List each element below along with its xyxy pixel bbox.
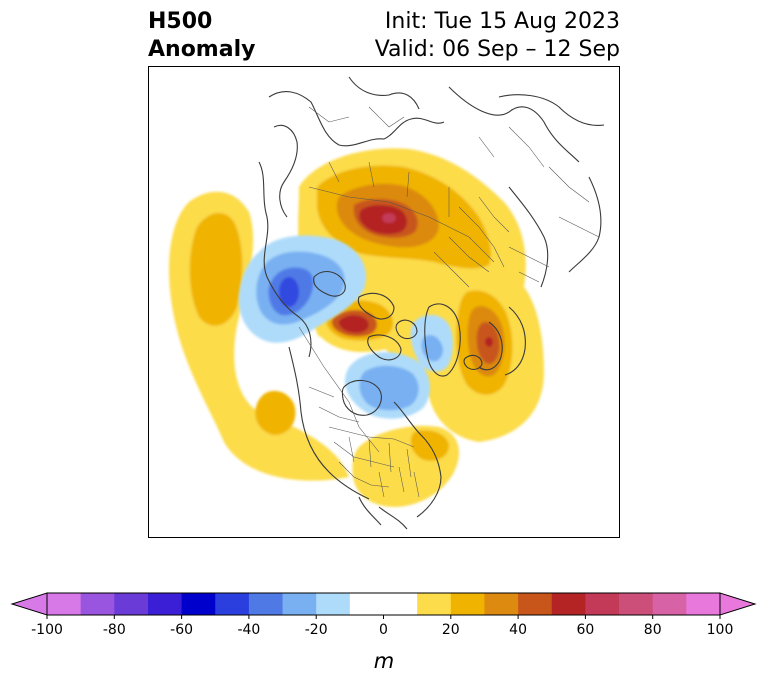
colorbar-segment xyxy=(551,593,586,615)
colorbar-ticks: -100 -80 -60 -40 -20 0 20 40 60 80 100 xyxy=(31,615,733,638)
colorbar-tick-label: 20 xyxy=(442,622,460,638)
coastlines xyxy=(258,76,605,530)
valid-range: Valid: 06 Sep – 12 Sep xyxy=(374,37,620,62)
colorbar-segment xyxy=(349,593,418,615)
map-panel xyxy=(148,66,620,538)
colorbar-segment xyxy=(215,593,250,615)
colorbar-segment xyxy=(47,593,82,615)
colorbar-tick-label: -60 xyxy=(170,622,193,638)
colorbar-segment xyxy=(484,593,519,615)
colorbar-tick-label: -40 xyxy=(237,622,260,638)
colorbar-segment xyxy=(147,593,183,615)
colorbar-unit-label: m xyxy=(374,649,394,673)
colorbar-segment xyxy=(585,593,620,615)
colorbar-segment xyxy=(181,593,216,615)
title-variable: H500 xyxy=(148,9,213,34)
colorbar-segment xyxy=(248,593,284,615)
colorbar-tick-label: 0 xyxy=(379,622,388,638)
plot-title-left: H500 Anomaly xyxy=(148,8,255,64)
anomaly-center-bering xyxy=(279,277,299,307)
anomaly-center-arctic-canada xyxy=(338,315,369,333)
colorbar-segment xyxy=(282,593,317,615)
colorbar-extend-over xyxy=(719,592,757,616)
colorbar-segment xyxy=(686,593,721,615)
colorbar-tick-label: -100 xyxy=(31,622,63,638)
negative-anomaly-fields xyxy=(238,235,453,419)
colorbar-segment xyxy=(316,593,351,615)
colorbar-tick-label: 40 xyxy=(509,622,527,638)
colorbar-segment xyxy=(518,593,553,615)
title-type: Anomaly xyxy=(148,37,256,62)
init-date: Init: Tue 15 Aug 2023 xyxy=(384,9,620,34)
colorbar-segment xyxy=(619,593,654,615)
colorbar-segment xyxy=(450,593,485,615)
colorbar-segment xyxy=(652,593,687,615)
colorbar: -100 -80 -60 -40 -20 0 20 40 60 80 100 m xyxy=(10,592,757,673)
colorbar-segments xyxy=(10,592,757,616)
colorbar-tick-label: -80 xyxy=(103,622,126,638)
colorbar-tick-label: 80 xyxy=(644,622,662,638)
anomaly-map xyxy=(149,67,619,537)
colorbar-segment xyxy=(80,593,115,615)
colorbar-extend-under xyxy=(10,592,48,616)
colorbar-segment xyxy=(114,593,149,615)
colorbar-tick-label: 60 xyxy=(576,622,594,638)
colorbar-tick-label: 100 xyxy=(707,622,734,638)
political-borders xyxy=(298,106,600,498)
colorbar-tick-label: -20 xyxy=(305,622,328,638)
plot-title-right: Init: Tue 15 Aug 2023 Valid: 06 Sep – 12… xyxy=(375,8,620,64)
anomaly-central-pacific-30m xyxy=(189,212,243,326)
colorbar-segment xyxy=(417,593,452,615)
